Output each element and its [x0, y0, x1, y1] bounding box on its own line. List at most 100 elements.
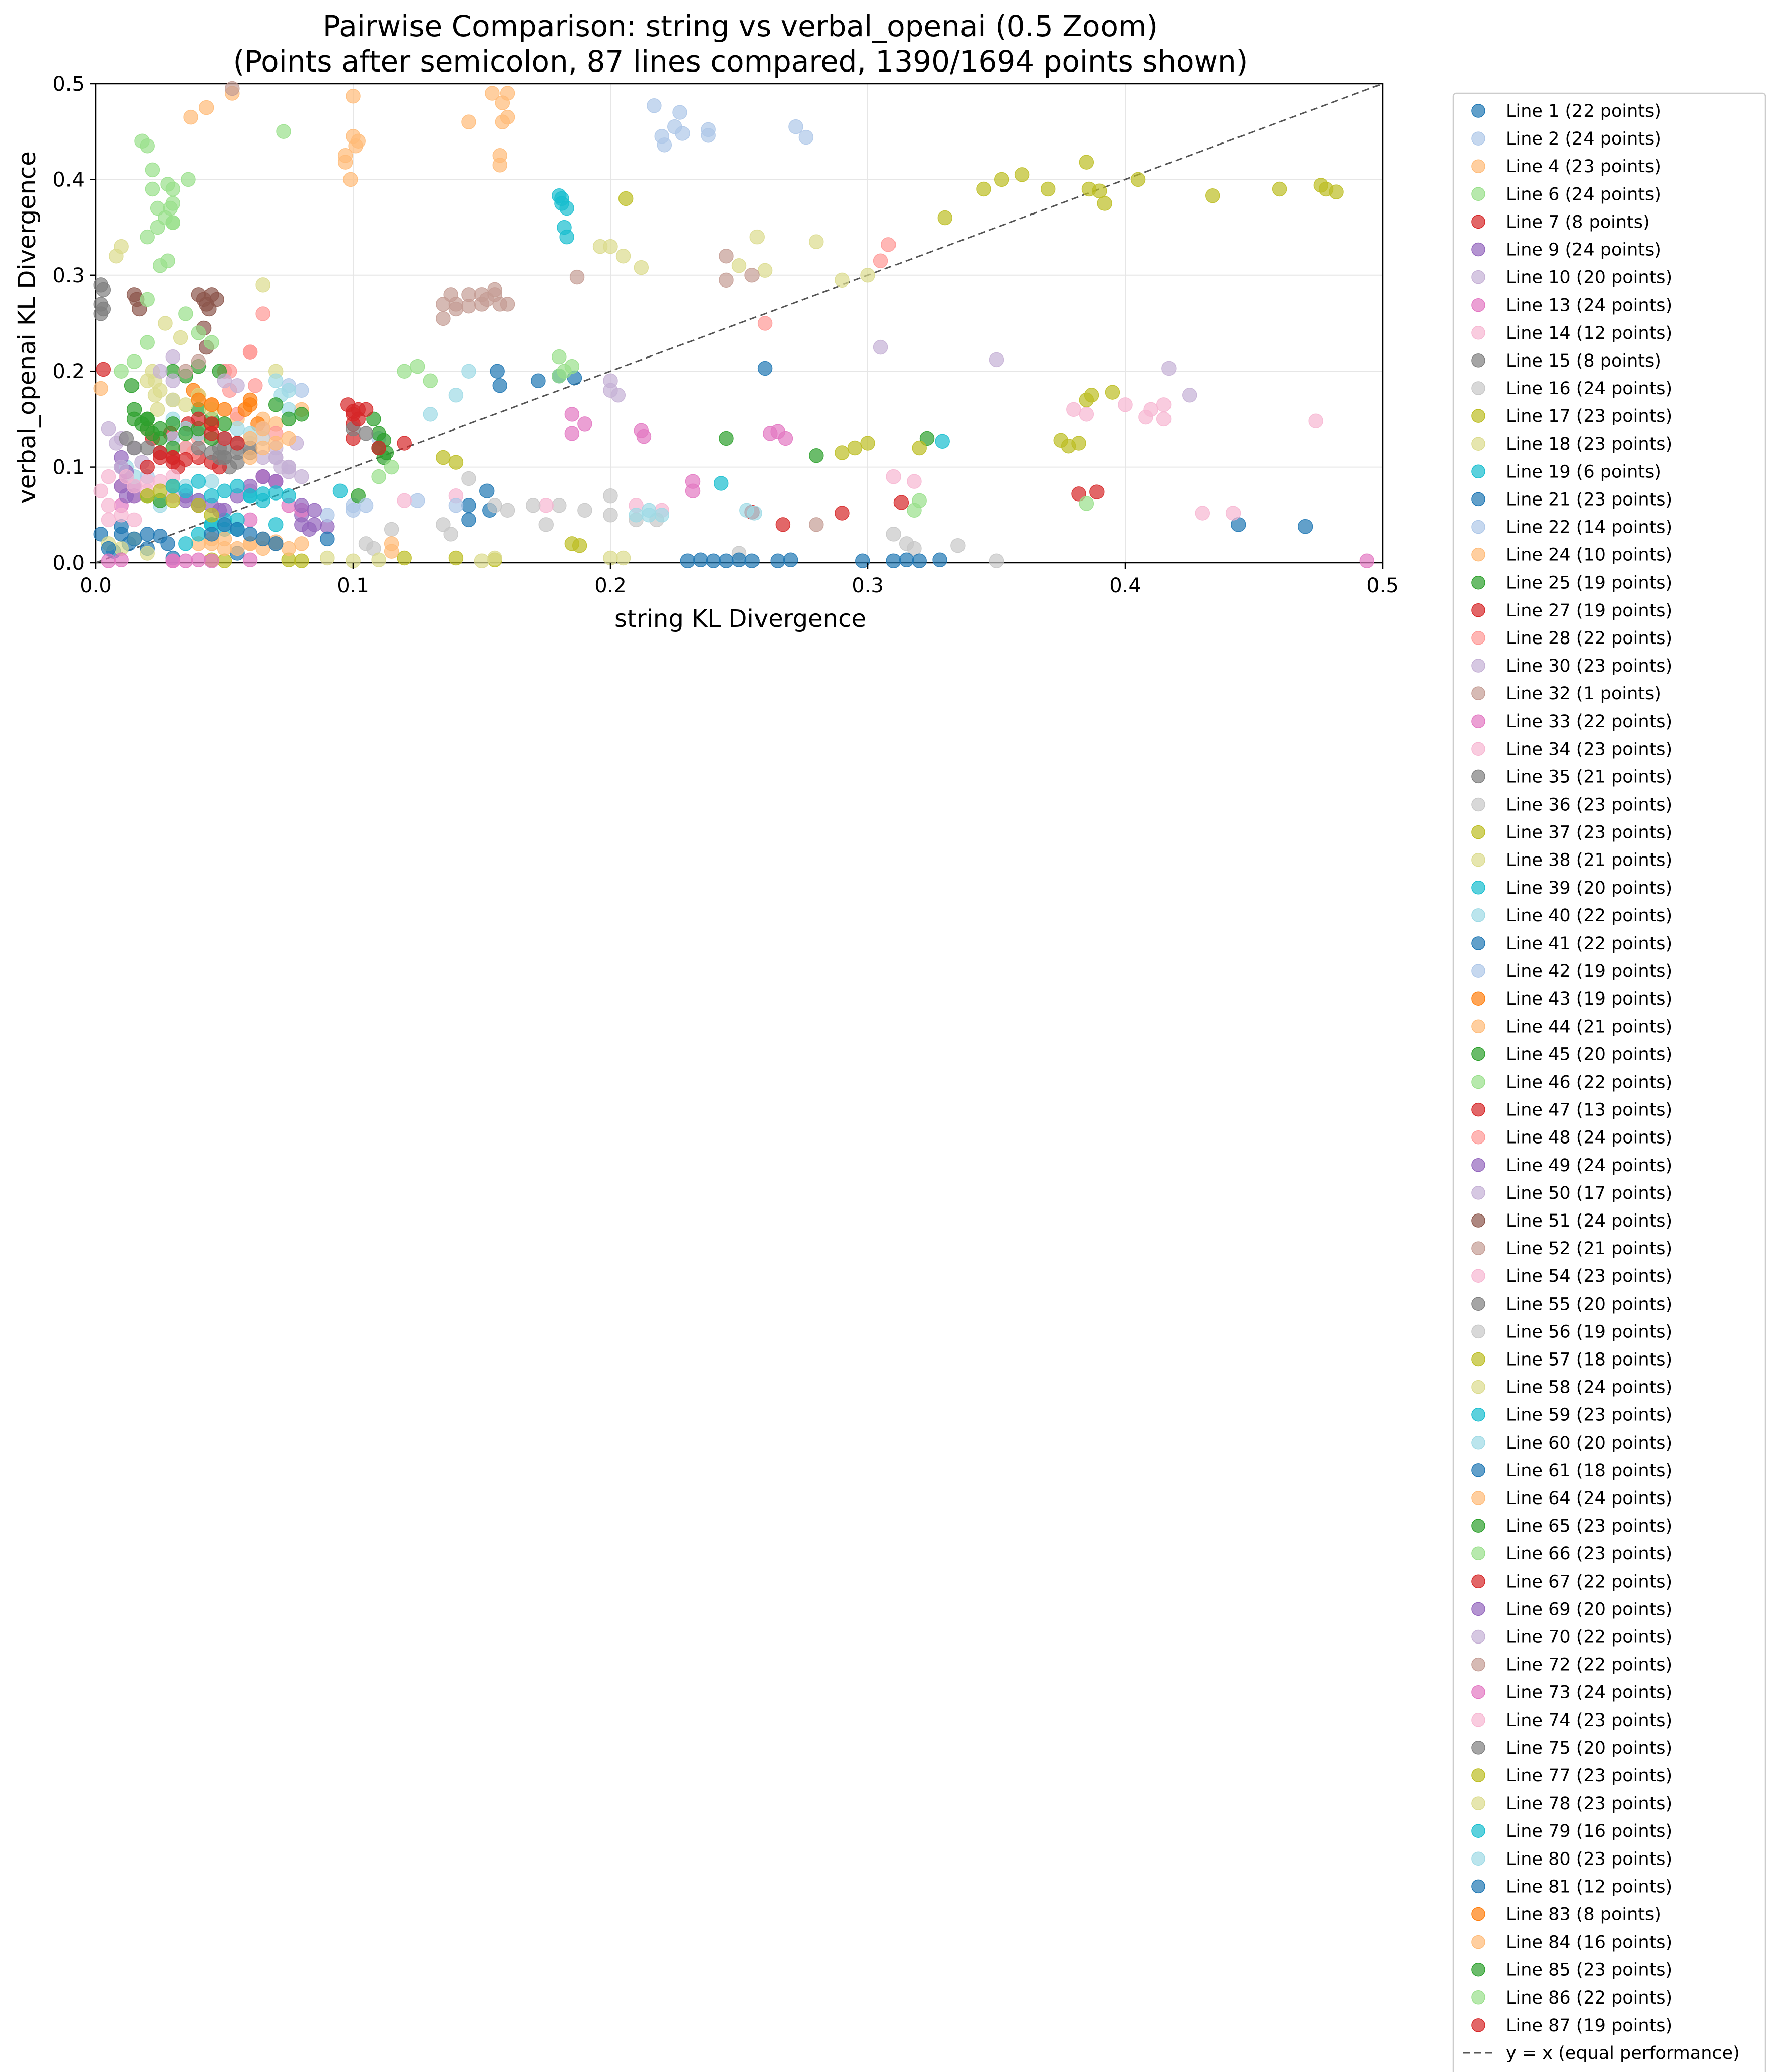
data-point — [191, 552, 207, 568]
data-point — [1079, 155, 1094, 170]
data-point — [1225, 506, 1241, 521]
legend-marker — [1471, 1990, 1485, 2005]
data-point — [500, 503, 515, 518]
legend-label: Line 39 (20 points) — [1506, 878, 1672, 898]
legend-label: Line 85 (23 points) — [1506, 1960, 1672, 1980]
data-point — [1130, 172, 1146, 187]
legend-label: Line 86 (22 points) — [1506, 1988, 1672, 2008]
data-point — [474, 553, 490, 568]
legend-marker — [1471, 714, 1485, 728]
series-group — [109, 229, 875, 288]
data-point — [165, 373, 181, 388]
data-point — [423, 373, 438, 388]
data-point — [693, 552, 708, 568]
legend-label: Line 17 (23 points) — [1506, 406, 1672, 426]
legend-label: Line 59 (23 points) — [1506, 1405, 1672, 1425]
legend-marker — [1471, 1019, 1485, 1034]
data-point — [448, 455, 464, 470]
legend-marker — [1471, 1574, 1485, 1589]
data-point — [461, 364, 476, 379]
data-point — [525, 498, 541, 513]
series-group — [183, 86, 515, 187]
data-point — [217, 517, 232, 532]
data-point — [140, 411, 155, 427]
data-point — [191, 440, 207, 456]
legend-label: Line 19 (6 points) — [1506, 462, 1661, 482]
data-point — [572, 538, 587, 553]
data-point — [1097, 196, 1112, 211]
legend-label: Line 77 (23 points) — [1506, 1766, 1672, 1786]
data-point — [932, 552, 947, 568]
legend-label: Line 18 (23 points) — [1506, 434, 1672, 454]
data-point — [230, 478, 245, 494]
legend-label-reference: y = x (equal performance) — [1506, 2043, 1740, 2063]
data-point — [191, 498, 207, 513]
data-point — [281, 411, 296, 427]
series-group — [225, 81, 240, 96]
data-point — [749, 229, 765, 245]
data-point — [160, 536, 175, 551]
legend-marker — [1471, 1269, 1485, 1283]
data-point — [158, 210, 173, 226]
legend-label: Line 47 (13 points) — [1506, 1100, 1672, 1120]
data-point — [160, 177, 175, 192]
data-point — [302, 522, 317, 537]
data-point — [255, 277, 270, 293]
data-point — [1105, 385, 1120, 400]
data-point — [809, 234, 824, 249]
data-point — [976, 181, 991, 197]
series-group — [126, 287, 224, 355]
legend-label: Line 70 (22 points) — [1506, 1627, 1672, 1648]
data-point — [500, 109, 515, 125]
data-point — [577, 416, 592, 432]
x-tick-label: 0.1 — [337, 574, 369, 597]
legend-label: Line 36 (23 points) — [1506, 795, 1672, 815]
data-point — [358, 426, 374, 441]
data-point — [178, 536, 193, 551]
data-point — [165, 493, 181, 508]
data-point — [719, 272, 734, 288]
data-point — [835, 272, 850, 288]
data-point — [564, 407, 580, 422]
y-tick-label: 0.1 — [52, 456, 85, 479]
data-point — [654, 508, 669, 523]
data-point — [101, 512, 116, 528]
data-point — [248, 378, 263, 393]
data-point — [255, 531, 270, 547]
data-point — [1272, 181, 1287, 197]
data-point — [1329, 184, 1344, 199]
legend-marker — [1471, 1324, 1485, 1339]
data-point — [101, 498, 116, 513]
data-point — [320, 508, 335, 523]
data-point — [165, 196, 181, 211]
legend-label: Line 48 (24 points) — [1506, 1128, 1672, 1148]
data-point — [242, 431, 258, 446]
data-point — [165, 416, 181, 432]
legend-label: Line 16 (24 points) — [1506, 379, 1672, 399]
data-point — [268, 485, 284, 501]
data-point — [178, 483, 193, 498]
series-group — [320, 531, 947, 568]
data-point — [798, 129, 814, 145]
data-point — [140, 229, 155, 245]
data-point — [217, 553, 232, 568]
data-point — [384, 544, 399, 559]
data-point — [893, 495, 909, 510]
data-point — [181, 172, 196, 187]
data-point — [747, 506, 762, 521]
data-point — [860, 436, 875, 451]
data-point — [860, 268, 875, 283]
data-point — [775, 517, 791, 532]
data-point — [713, 476, 729, 491]
data-point — [191, 411, 207, 427]
legend-label: Line 1 (22 points) — [1506, 101, 1661, 121]
series-group — [647, 98, 814, 153]
legend-label: Line 45 (20 points) — [1506, 1044, 1672, 1064]
data-point — [371, 440, 386, 456]
series-group — [618, 155, 1344, 226]
legend-label: Line 61 (18 points) — [1506, 1461, 1672, 1481]
legend-label: Line 65 (23 points) — [1506, 1516, 1672, 1536]
data-point — [165, 349, 181, 365]
data-point — [500, 86, 515, 101]
data-point — [538, 498, 554, 513]
